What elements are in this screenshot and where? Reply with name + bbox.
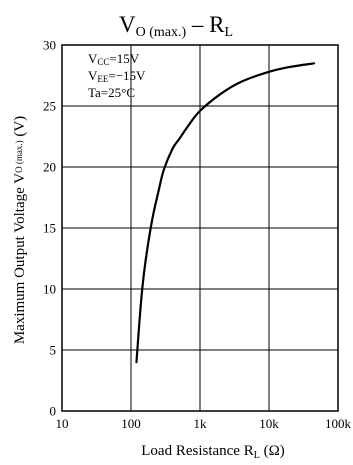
condition-line: VEE=−15V [88,68,146,84]
y-axis-label-rest: (V) [12,116,28,141]
x-tick-label: 100k [325,416,352,431]
chart-title: VO (max.) – RL [119,12,233,40]
series-group [135,62,316,364]
x-axis-label-sub: L [254,450,260,461]
plot-frame [61,44,339,412]
chart-title-rest: – R [186,12,225,37]
gridlines [62,45,338,411]
condition-line: VCC=15V [88,51,140,67]
x-tick-label: 100 [121,416,141,431]
y-tick-label: 30 [43,38,56,53]
chart-title-sub: O (max.) [136,25,187,40]
y-tick-label: 20 [43,160,56,175]
chart-title-rest-sub: L [224,25,233,40]
x-axis-label: Load Resistance RL (Ω) [141,443,284,461]
x-tick-labels: 10 100 1k 10k 100k [56,416,352,431]
y-axis-label-main: Maximum Output Voltage V [12,173,28,344]
chart-title-main: V [119,12,136,37]
series-line [135,62,316,364]
x-axis-label-main: Load Resistance R [141,443,253,459]
y-tick-label: 10 [43,282,56,297]
y-tick-label: 5 [50,343,57,358]
y-tick-labels: 0 5 10 15 20 25 30 [43,38,56,419]
x-tick-label: 10k [259,416,279,431]
y-tick-label: 25 [43,99,56,114]
y-tick-label: 15 [43,221,56,236]
x-tick-label: 1k [194,416,208,431]
y-tick-label: 0 [50,404,57,419]
x-axis-label-rest: (Ω) [260,443,285,459]
x-tick-label: 10 [56,416,69,431]
y-axis-label: Maximum Output Voltage VO (max.) (V) [12,116,28,344]
condition-line: Ta=25°C [88,85,135,100]
y-axis-label-sub: O (max.) [14,140,24,173]
